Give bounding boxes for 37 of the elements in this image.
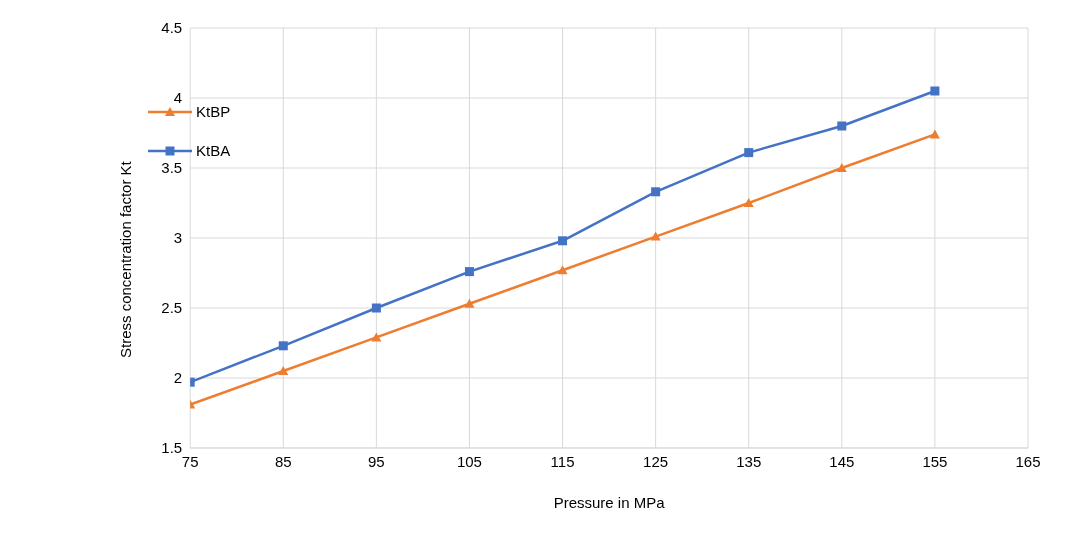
point <box>744 148 754 158</box>
y-axis-title: Stress concentration factor Kt <box>116 160 134 358</box>
x-tick-label: 145 <box>829 452 855 470</box>
x-tick-label: 85 <box>274 452 292 470</box>
y-tick-label: 3.5 <box>161 159 183 177</box>
point <box>278 366 289 375</box>
point <box>837 121 847 131</box>
x-tick-label: 75 <box>181 452 199 470</box>
legend-label: KtBA <box>196 142 231 159</box>
point <box>743 198 754 207</box>
point <box>464 298 475 308</box>
x-tick-label: 165 <box>1015 452 1041 470</box>
point <box>278 341 288 351</box>
x-tick-label: 115 <box>550 452 575 470</box>
x-tick-label: 125 <box>643 452 669 470</box>
point <box>836 163 847 172</box>
x-axis-title: Pressure in MPa <box>553 494 666 511</box>
y-tick-label: 1.5 <box>161 439 183 457</box>
point <box>371 332 382 342</box>
x-tick-label: 95 <box>368 452 385 470</box>
point <box>929 129 940 139</box>
x-tick-label: 155 <box>922 452 948 470</box>
x-tick-label: 105 <box>456 452 482 470</box>
point <box>930 86 940 96</box>
y-tick-label: 4 <box>173 89 183 107</box>
point <box>557 265 568 275</box>
y-tick-label: 2.5 <box>161 299 183 317</box>
legend-label: KtBP <box>196 103 231 120</box>
point <box>371 303 381 313</box>
x-tick-label: 135 <box>736 452 762 470</box>
point <box>464 267 474 277</box>
point <box>558 236 568 246</box>
y-tick-label: 2 <box>173 369 183 387</box>
y-tick-label: 3 <box>173 229 183 247</box>
point <box>650 231 661 241</box>
point <box>651 187 661 197</box>
y-tick-label: 4.5 <box>161 19 183 37</box>
